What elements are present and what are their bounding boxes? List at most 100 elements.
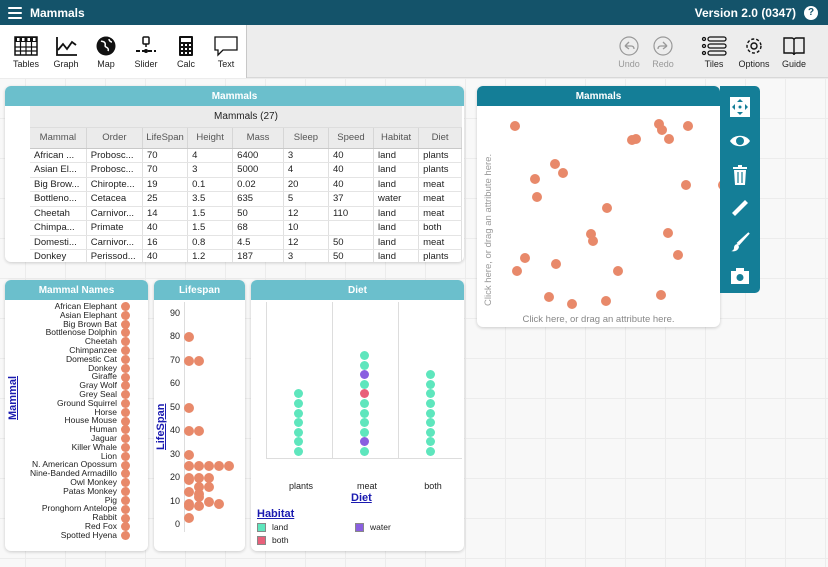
table-cell[interactable]: 10 (283, 220, 329, 236)
data-point[interactable] (121, 398, 130, 408)
data-point[interactable] (214, 461, 224, 472)
data-point[interactable] (184, 487, 194, 498)
data-point[interactable] (426, 389, 435, 399)
data-point[interactable] (360, 399, 369, 408)
table-cell[interactable]: Big Brow... (30, 177, 87, 192)
table-cell[interactable]: water (373, 191, 420, 207)
tile-title[interactable]: Mammal Names (5, 280, 148, 300)
data-point[interactable] (184, 355, 194, 366)
data-point[interactable] (664, 134, 674, 144)
table-cell[interactable]: 4 (187, 148, 234, 163)
data-point[interactable] (654, 119, 664, 129)
mammal-names-graph-tile[interactable]: Mammal Names African Elephant Asian Eleph… (5, 280, 148, 551)
table-cell[interactable]: 40 (142, 220, 189, 236)
table-cell[interactable]: 40 (328, 148, 375, 163)
table-cell[interactable]: 3 (283, 148, 329, 163)
data-point[interactable] (121, 504, 130, 514)
data-point[interactable] (294, 408, 303, 418)
lifespan-plot[interactable] (154, 280, 245, 551)
table-cell[interactable]: Cetacea (86, 191, 144, 207)
map-button[interactable]: Map (86, 25, 126, 78)
data-point[interactable] (602, 203, 612, 213)
data-point[interactable] (194, 501, 204, 512)
table-cell[interactable]: plants (418, 249, 462, 262)
table-cell[interactable]: 3 (187, 162, 234, 178)
data-point[interactable] (204, 461, 214, 472)
calc-button[interactable]: Calc (166, 25, 206, 78)
table-cell[interactable]: meat (418, 191, 462, 207)
data-point[interactable] (360, 379, 369, 389)
column-header[interactable]: Sleep (283, 128, 329, 149)
data-point[interactable] (360, 447, 369, 456)
data-point[interactable] (224, 461, 234, 472)
data-point[interactable] (184, 473, 194, 483)
table-cell[interactable]: 3 (283, 249, 329, 262)
graph-button[interactable]: Graph (46, 25, 86, 78)
rescale-button[interactable] (726, 93, 754, 121)
hide-show-button[interactable] (726, 127, 754, 155)
data-point[interactable] (657, 125, 667, 135)
data-point[interactable] (426, 418, 435, 428)
table-cell[interactable]: 110 (328, 206, 375, 221)
table-cell[interactable]: 12 (283, 206, 329, 221)
table-cell[interactable]: Bottleno... (30, 191, 87, 207)
y-axis-label[interactable]: LifeSpan (155, 403, 167, 450)
column-header[interactable]: Order (86, 128, 144, 149)
table-cell[interactable]: Chimpa... (30, 220, 87, 236)
data-point[interactable] (294, 389, 303, 399)
data-point[interactable] (613, 266, 623, 276)
legend-title[interactable]: Habitat (257, 508, 295, 520)
table-cell[interactable]: plants (418, 148, 462, 163)
table-cell[interactable]: both (418, 220, 462, 236)
data-point[interactable] (204, 473, 214, 483)
table-cell[interactable]: 635 (232, 191, 284, 207)
table-cell[interactable]: 50 (232, 206, 284, 221)
data-point[interactable] (426, 399, 435, 408)
table-cell[interactable]: 70 (142, 162, 189, 178)
data-point[interactable] (121, 469, 130, 479)
table-row[interactable]: Big Brow... Chiropte... 19 0.1 0.02 20 40 land m… (30, 177, 462, 192)
data-point[interactable] (567, 299, 577, 309)
lifespan-graph-tile[interactable]: Lifespan 90 80 70 60 50 40 30 20 10 0 LifeSpan (154, 280, 245, 551)
table-cell[interactable]: Carnivor... (86, 206, 144, 221)
tile-title[interactable]: Lifespan (154, 280, 245, 300)
data-point[interactable] (121, 451, 130, 461)
tile-title[interactable]: Mammals (477, 86, 720, 106)
data-point[interactable] (544, 292, 554, 302)
table-cell[interactable]: 4 (283, 162, 329, 178)
data-point[interactable] (121, 531, 130, 541)
data-point[interactable] (121, 390, 130, 400)
table-cell[interactable]: Asian El... (30, 162, 87, 178)
table-cell[interactable]: 0.02 (232, 177, 284, 192)
column-header[interactable]: Habitat (373, 128, 420, 149)
data-point[interactable] (194, 482, 204, 493)
legend-item-both[interactable]: both (257, 535, 289, 545)
table-cell[interactable]: land (373, 220, 420, 236)
data-point[interactable] (121, 310, 130, 320)
data-point[interactable] (194, 489, 204, 500)
table-cell[interactable]: 14 (142, 206, 189, 221)
data-point[interactable] (294, 427, 303, 437)
data-point[interactable] (426, 370, 435, 380)
data-point[interactable] (360, 370, 369, 380)
data-point[interactable] (360, 360, 369, 370)
data-point[interactable] (294, 399, 303, 408)
table-cell[interactable]: Probosc... (86, 162, 144, 178)
data-point[interactable] (294, 418, 303, 428)
data-point[interactable] (121, 495, 130, 505)
table-cell[interactable]: 1.2 (187, 249, 234, 262)
table-cell[interactable]: 1.5 (187, 220, 234, 236)
table-cell[interactable]: 50 (328, 235, 375, 250)
help-icon[interactable]: ? (804, 5, 818, 20)
data-point[interactable] (121, 372, 130, 382)
table-cell[interactable]: Primate (86, 220, 144, 236)
tables-button[interactable]: Tables (6, 25, 46, 78)
data-point[interactable] (360, 389, 369, 399)
names-plot[interactable] (121, 302, 146, 541)
data-point[interactable] (360, 418, 369, 428)
table-row[interactable]: Chimpa... Primate 40 1.5 68 10 land both (30, 220, 462, 236)
data-point[interactable] (663, 228, 673, 238)
data-point[interactable] (426, 379, 435, 389)
data-point[interactable] (121, 513, 130, 523)
data-point[interactable] (194, 473, 204, 483)
